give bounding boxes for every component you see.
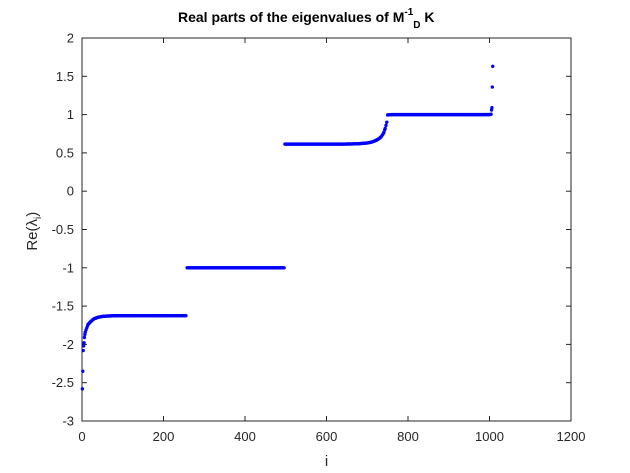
data-point (489, 112, 493, 116)
title-prefix: Real parts of the eigenvalues of M (178, 9, 404, 25)
x-tick-label: 600 (316, 429, 338, 444)
y-tick-label: -2 (62, 337, 74, 352)
y-label-symbol: λ (24, 218, 41, 226)
axes-box (81, 37, 572, 422)
x-tick-label: 800 (397, 429, 419, 444)
x-tick-label: 1200 (557, 429, 586, 444)
x-tick-label: 0 (78, 429, 85, 444)
x-axis-label: i (325, 453, 328, 470)
x-tick-labels: 0 200 400 600 800 1000 1200 (78, 429, 585, 444)
data-point (82, 335, 87, 340)
data-point (490, 85, 495, 89)
data-points (80, 64, 495, 391)
y-tick-labels: -3 -2.5 -2 -1.5 -1 -0.5 0 0.5 1 1.5 2 (52, 31, 74, 429)
title-superscript: -1 (404, 7, 413, 18)
tick-marks (81, 37, 572, 422)
data-point (385, 120, 389, 124)
y-tick-label: 0.5 (56, 145, 74, 160)
title-suffix: K (421, 9, 435, 25)
data-point (81, 348, 85, 353)
data-point (184, 313, 188, 318)
y-tick-label: -0.5 (52, 222, 74, 237)
data-point (81, 369, 85, 373)
data-point (80, 387, 85, 391)
chart-title: Real parts of the eigenvalues of M-1D K (178, 7, 435, 31)
data-point (490, 106, 494, 110)
y-tick-label: 2 (67, 31, 74, 46)
data-point (491, 64, 495, 69)
data-point (384, 123, 388, 128)
y-label-prefix: Re( (24, 226, 41, 250)
data-point (282, 266, 286, 270)
y-tick-label: -3 (62, 414, 74, 429)
x-tick-label: 1000 (475, 429, 504, 444)
y-label-subscript: i (33, 217, 44, 219)
y-label-suffix: ) (24, 212, 41, 217)
data-point (382, 130, 386, 134)
data-point (383, 126, 387, 131)
data-point (82, 341, 86, 345)
y-tick-label: 1.5 (56, 69, 74, 84)
y-tick-label: 0 (67, 184, 74, 199)
x-tick-label: 400 (234, 429, 256, 444)
y-tick-label: -1 (62, 260, 74, 275)
y-tick-label: -2.5 (52, 375, 74, 390)
x-tick-label: 200 (153, 429, 175, 444)
y-tick-label: -1.5 (52, 299, 74, 314)
y-tick-label: 1 (67, 107, 74, 122)
title-subscript: D (413, 20, 420, 31)
data-point (81, 344, 86, 348)
y-axis-label: Re(λi) (24, 212, 44, 251)
